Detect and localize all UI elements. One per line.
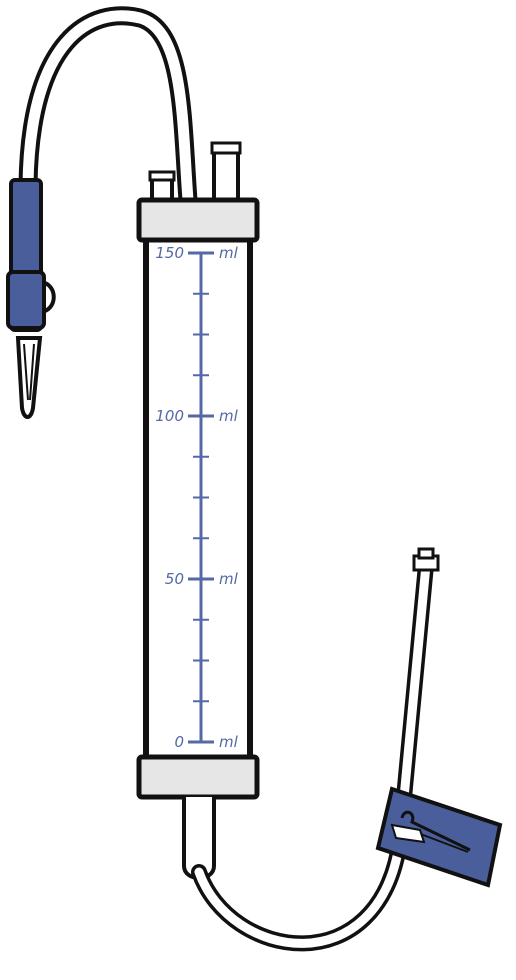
lower-tubing — [191, 557, 434, 952]
scale-label-unit: ml — [219, 407, 239, 425]
scale-label-value: 0 — [174, 733, 184, 751]
luer-connector-icon — [412, 547, 440, 572]
burette-chamber — [136, 197, 260, 800]
upper-tubing — [18, 6, 198, 210]
roller-clamp-icon — [375, 786, 503, 888]
volume-scale: 150 ml 100 ml 50 ml 0 ml — [155, 244, 238, 751]
scale-label-unit: ml — [219, 570, 239, 588]
scale-label-value: 100 — [155, 407, 184, 425]
scale-label-unit: ml — [219, 244, 239, 262]
scale-label-value: 150 — [155, 244, 184, 262]
burette-top-ports — [148, 141, 242, 204]
drip-spike-icon — [6, 178, 56, 419]
scale-label-unit: ml — [219, 733, 239, 751]
scale-label-value: 50 — [165, 570, 184, 588]
